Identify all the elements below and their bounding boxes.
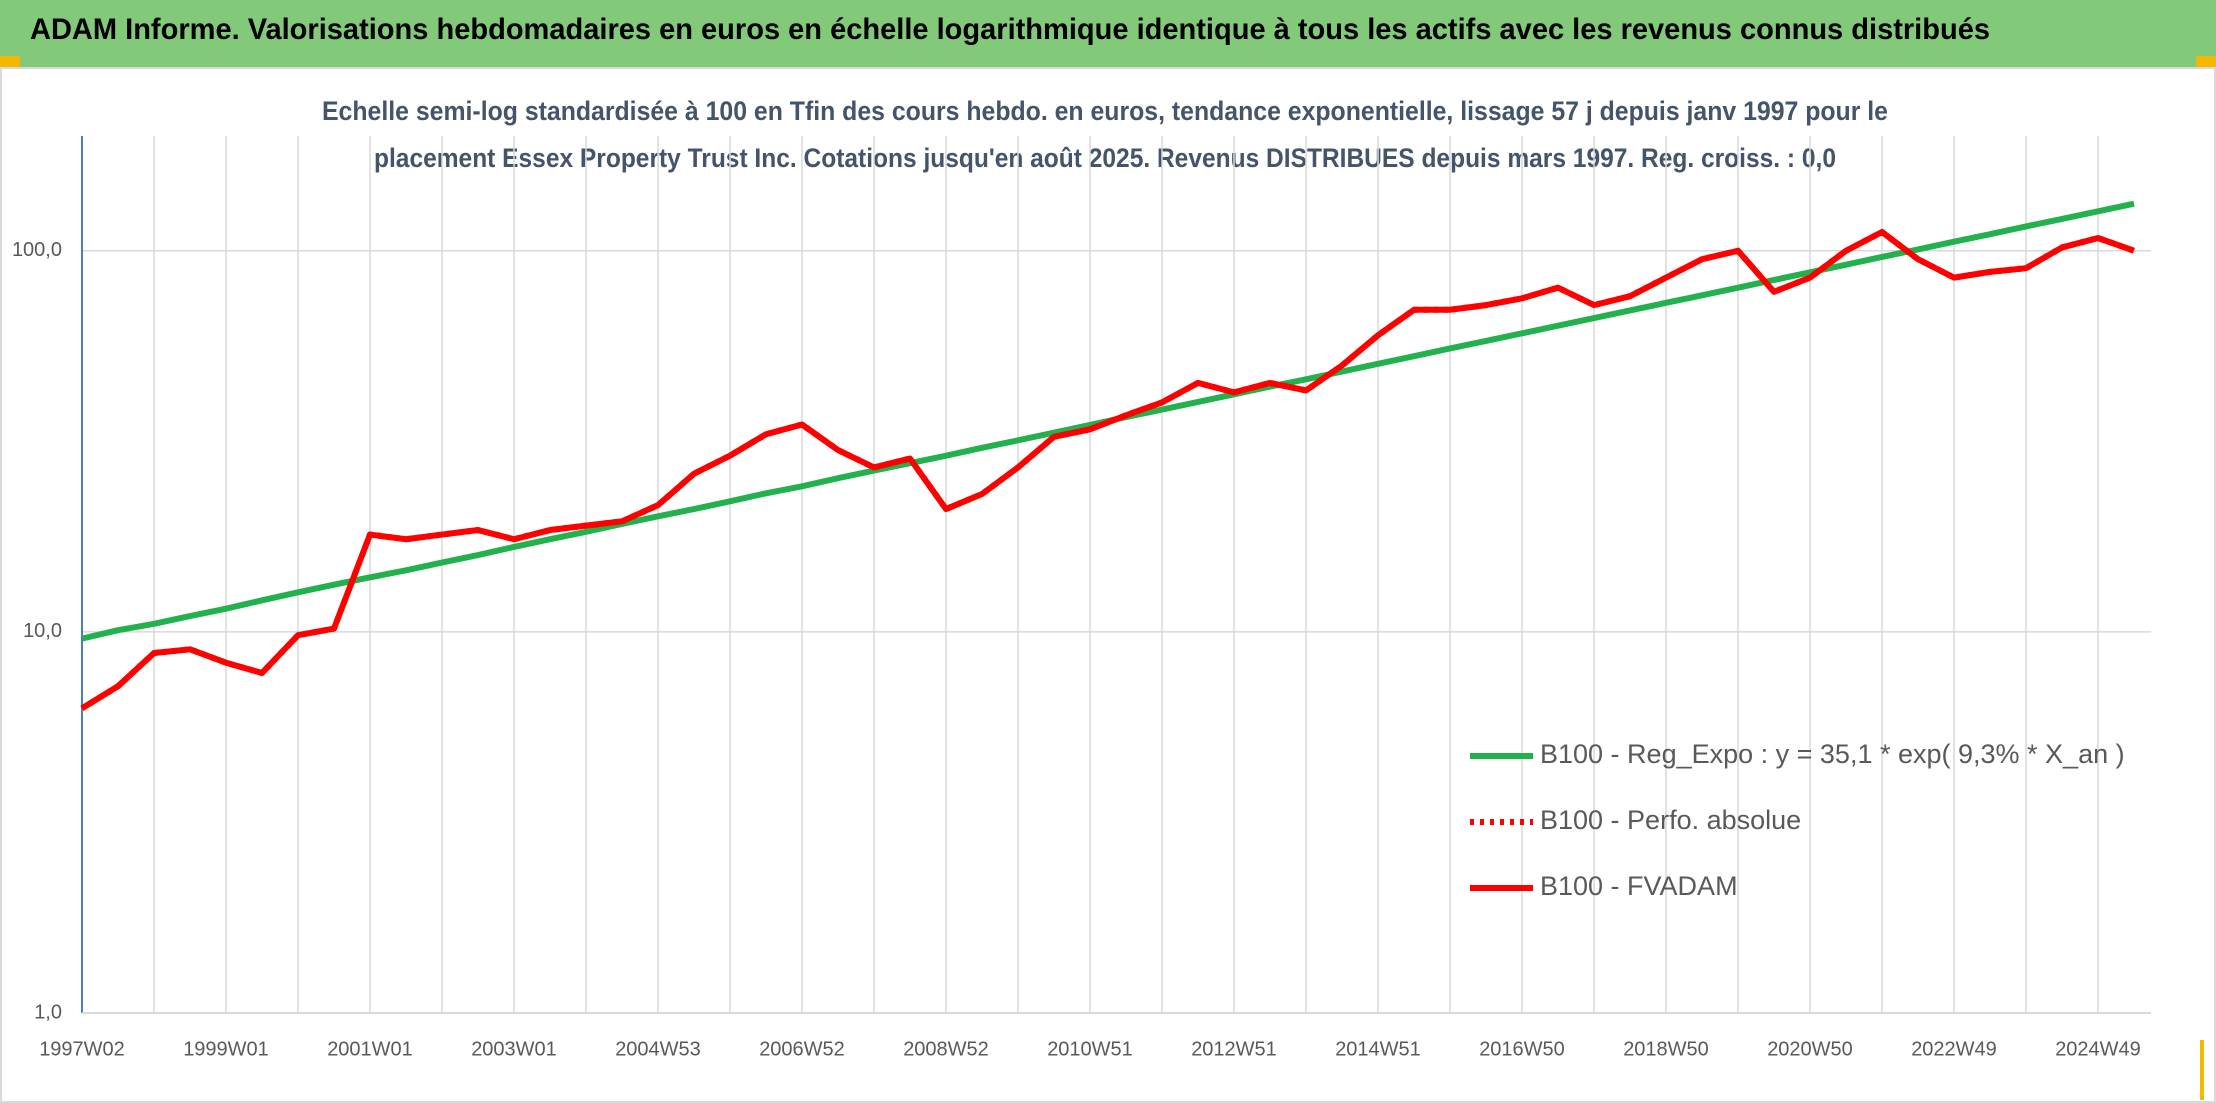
legend-label: B100 - Perfo. absolue bbox=[1540, 805, 1801, 835]
header-title: ADAM Informe. Valorisations hebdomadaire… bbox=[30, 13, 1990, 46]
x-tick-label: 2012W51 bbox=[1191, 1038, 1277, 1060]
x-tick-label: 2003W01 bbox=[471, 1038, 557, 1060]
x-tick-label: 2014W51 bbox=[1335, 1038, 1421, 1060]
x-tick-label: 2001W01 bbox=[327, 1038, 413, 1060]
x-tick-label: 2004W53 bbox=[615, 1038, 701, 1060]
x-tick-label: 1997W02 bbox=[39, 1038, 125, 1060]
x-tick-label: 2010W51 bbox=[1047, 1038, 1133, 1060]
chart-subtitle: placement Essex Property Trust Inc. Cota… bbox=[374, 143, 1836, 173]
legend-label: B100 - FVADAM bbox=[1540, 871, 1738, 901]
legend-label: B100 - Reg_Expo : y = 35,1 * exp( 9,3% *… bbox=[1540, 739, 2125, 769]
corner-mark bbox=[2200, 1040, 2204, 1100]
x-tick-label: 2022W49 bbox=[1911, 1038, 1997, 1060]
x-tick-label: 1999W01 bbox=[183, 1038, 269, 1060]
chart-subtitle: Echelle semi-log standardisée à 100 en T… bbox=[322, 96, 1888, 126]
corner-mark bbox=[0, 56, 20, 68]
y-tick-label: 1,0 bbox=[34, 1001, 62, 1023]
x-tick-label: 2016W50 bbox=[1479, 1038, 1565, 1060]
x-tick-label: 2020W50 bbox=[1767, 1038, 1853, 1060]
corner-mark bbox=[2196, 56, 2216, 68]
series-line bbox=[80, 228, 2136, 711]
x-tick-label: 2006W52 bbox=[759, 1038, 845, 1060]
y-tick-label: 10,0 bbox=[23, 620, 62, 642]
x-tick-label: 2018W50 bbox=[1623, 1038, 1709, 1060]
x-tick-label: 2024W49 bbox=[2055, 1038, 2141, 1060]
header-bar bbox=[0, 0, 2216, 68]
x-tick-label: 2008W52 bbox=[903, 1038, 989, 1060]
y-tick-label: 100,0 bbox=[12, 239, 62, 261]
